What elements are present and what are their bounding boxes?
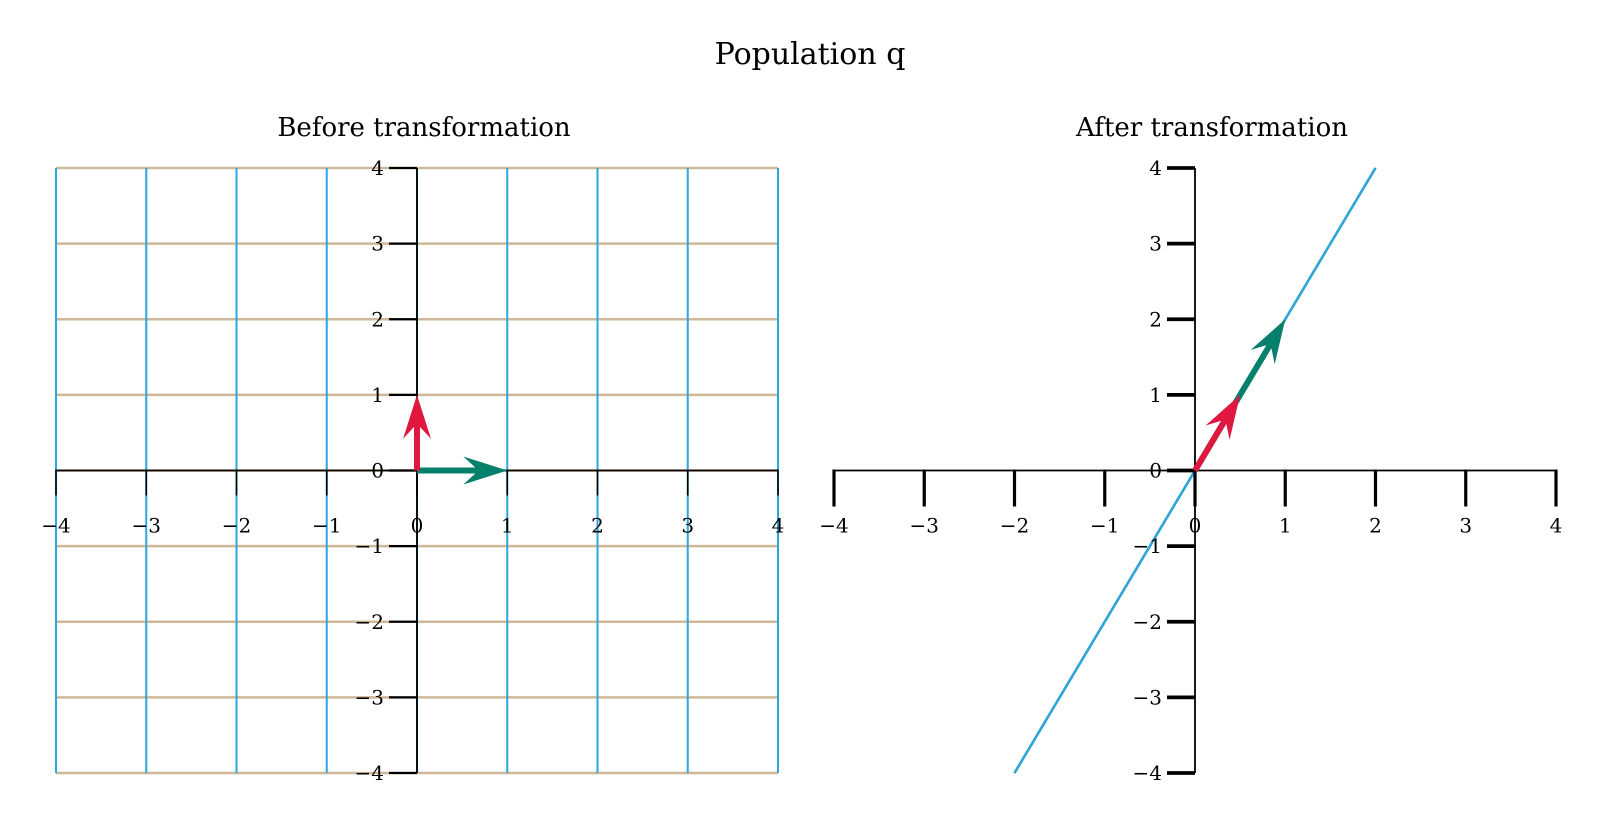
- y-tick-label: 3: [371, 232, 384, 256]
- y-tick-label: 1: [1149, 383, 1162, 407]
- x-tick-label: −4: [41, 514, 70, 538]
- x-tick-label: 1: [1279, 514, 1292, 538]
- y-tick-label: −1: [355, 534, 384, 558]
- panel-before-vectors: [403, 394, 508, 485]
- y-tick-label: 4: [1149, 156, 1162, 180]
- x-tick-label: 4: [772, 514, 785, 538]
- x-tick-label: 3: [681, 514, 694, 538]
- x-tick-label: −3: [910, 514, 939, 538]
- y-tick-label: 2: [1149, 307, 1162, 331]
- x-tick-label: −4: [819, 514, 848, 538]
- panel-after-vectors: [1192, 319, 1286, 472]
- y-tick-label: 0: [1149, 459, 1162, 483]
- x-tick-label: 0: [411, 514, 424, 538]
- x-tick-label: −1: [1090, 514, 1119, 538]
- panel-before-title: Before transformation: [277, 113, 571, 143]
- i-hat-vector-arrow: [417, 456, 508, 485]
- x-tick-label: 1: [501, 514, 514, 538]
- x-tick-label: −1: [312, 514, 341, 538]
- y-tick-label: 4: [371, 156, 384, 180]
- x-tick-label: 4: [1550, 514, 1563, 538]
- y-tick-label: −3: [1133, 685, 1162, 709]
- figure-title: Population q: [715, 37, 906, 72]
- y-tick-label: −2: [1133, 610, 1162, 634]
- y-tick-label: −2: [355, 610, 384, 634]
- j-hat-vector-arrow: [1192, 394, 1241, 472]
- y-tick-label: −1: [1133, 534, 1162, 558]
- x-tick-label: 2: [591, 514, 604, 538]
- y-tick-label: 1: [371, 383, 384, 407]
- panel-after-axes: −4 −3 −2 −1 0 1 2 3 4 −4 −3 −2 −1 0 1 2 3 4: [819, 156, 1562, 785]
- x-tick-label: 3: [1459, 514, 1472, 538]
- j-hat-vector-arrow: [403, 394, 431, 471]
- panel-before-axes: −4 −3 −2 −1 0 1 2 3 4 −4 −3 −2 −1 0 1 2 3 4: [41, 156, 784, 785]
- x-tick-label: 0: [1189, 514, 1202, 538]
- y-tick-label: −4: [355, 761, 384, 785]
- x-tick-label: −2: [1000, 514, 1029, 538]
- x-tick-label: −2: [222, 514, 251, 538]
- panel-after: After transformation −4 −3 −2 −1 0 1 2 3 4 −4 −3 −2…: [819, 113, 1562, 785]
- y-tick-label: 0: [371, 459, 384, 483]
- y-tick-label: −4: [1133, 761, 1162, 785]
- y-tick-label: 3: [1149, 232, 1162, 256]
- panel-after-title: After transformation: [1075, 113, 1348, 143]
- y-tick-label: −3: [355, 685, 384, 709]
- x-tick-label: −3: [132, 514, 161, 538]
- panel-before: Before transformation −4 −3 −2 −1 0 1 2 3 4−4−3−…: [41, 113, 784, 785]
- x-tick-label: 2: [1369, 514, 1382, 538]
- y-tick-label: 2: [371, 307, 384, 331]
